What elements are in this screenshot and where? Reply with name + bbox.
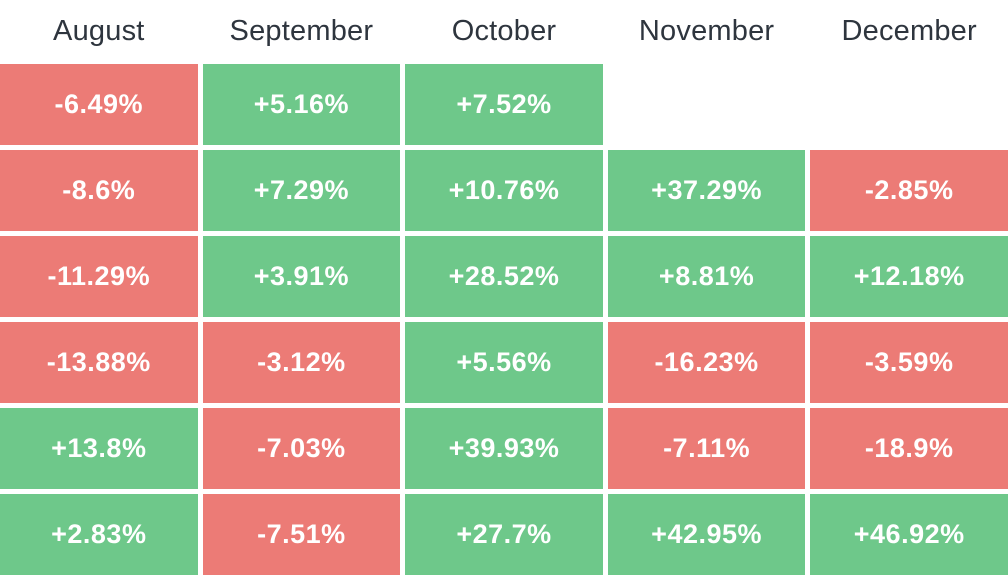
- return-cell: -18.9%: [810, 408, 1008, 489]
- return-cell: +37.29%: [607, 150, 806, 231]
- return-cell: -7.11%: [607, 408, 806, 489]
- column-header-august: August: [53, 15, 145, 47]
- return-cell: +7.29%: [202, 150, 401, 231]
- column-header-november: November: [638, 15, 775, 47]
- return-cell: -7.51%: [202, 494, 401, 575]
- return-cell: -2.85%: [810, 150, 1008, 231]
- return-cell: +28.52%: [405, 236, 603, 317]
- return-cell: +42.95%: [607, 494, 806, 575]
- return-cell: +2.83%: [0, 494, 198, 575]
- empty-cell: [608, 64, 806, 145]
- return-cell: +5.56%: [405, 322, 603, 403]
- return-cell: -16.23%: [607, 322, 806, 403]
- return-cell: -8.6%: [0, 150, 198, 231]
- return-cell: -3.12%: [202, 322, 401, 403]
- return-cell: +8.81%: [607, 236, 806, 317]
- return-cell: +10.76%: [405, 150, 603, 231]
- return-cell: +5.16%: [202, 64, 401, 145]
- return-cell: +27.7%: [405, 494, 603, 575]
- return-cell: +3.91%: [202, 236, 401, 317]
- column-header-december: December: [841, 15, 977, 47]
- return-cell: -7.03%: [202, 408, 401, 489]
- return-cell: +12.18%: [810, 236, 1008, 317]
- return-cell: -3.59%: [810, 322, 1008, 403]
- return-cell: -6.49%: [0, 64, 198, 145]
- return-cell: -13.88%: [0, 322, 198, 403]
- column-header-october: October: [451, 15, 557, 47]
- empty-cell: [810, 64, 1008, 145]
- return-cell: +46.92%: [810, 494, 1008, 575]
- return-cell: +39.93%: [405, 408, 603, 489]
- column-header-september: September: [229, 15, 374, 47]
- return-cell: -11.29%: [0, 236, 198, 317]
- return-cell: +13.8%: [0, 408, 198, 489]
- return-cell: +7.52%: [405, 64, 603, 145]
